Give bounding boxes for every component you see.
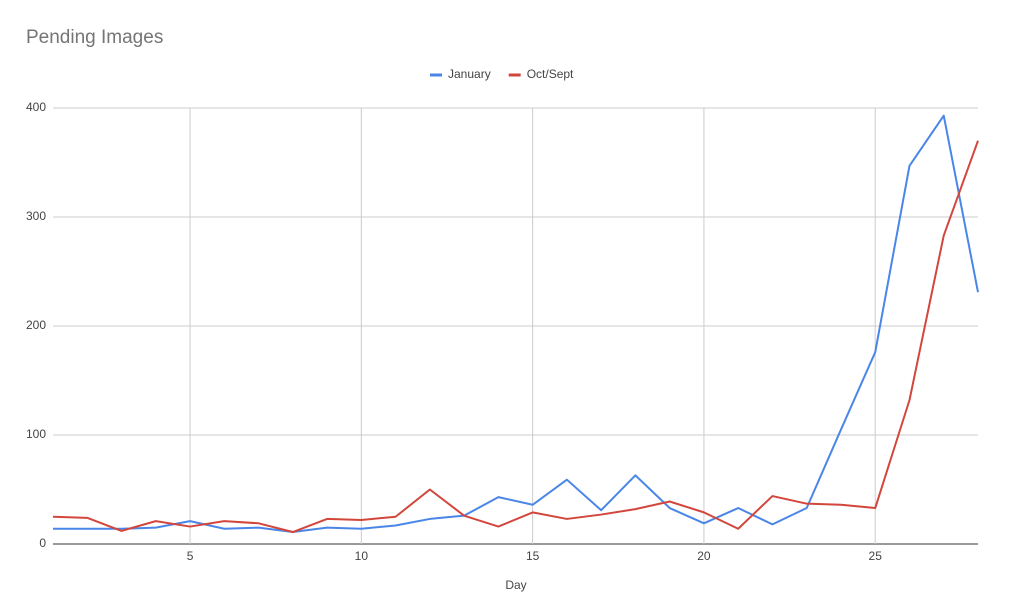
x-tick-label: 5 [187,549,194,563]
y-tick-label: 300 [26,209,46,223]
y-tick-label: 100 [26,427,46,441]
chart-title: Pending Images [26,27,163,48]
x-tick-label: 10 [355,549,369,563]
line-series [53,114,979,534]
x-axis-title: Day [505,578,526,592]
x-tick-label: 15 [526,549,540,563]
y-tick-label: 200 [26,318,46,332]
line-series [52,140,979,534]
y-tick-label: 0 [39,536,46,550]
legend-label: January [448,67,491,81]
x-tick-label: 20 [697,549,711,563]
x-tick-label: 25 [869,549,883,563]
y-tick-label: 400 [26,100,46,114]
legend-label: Oct/Sept [527,67,574,81]
